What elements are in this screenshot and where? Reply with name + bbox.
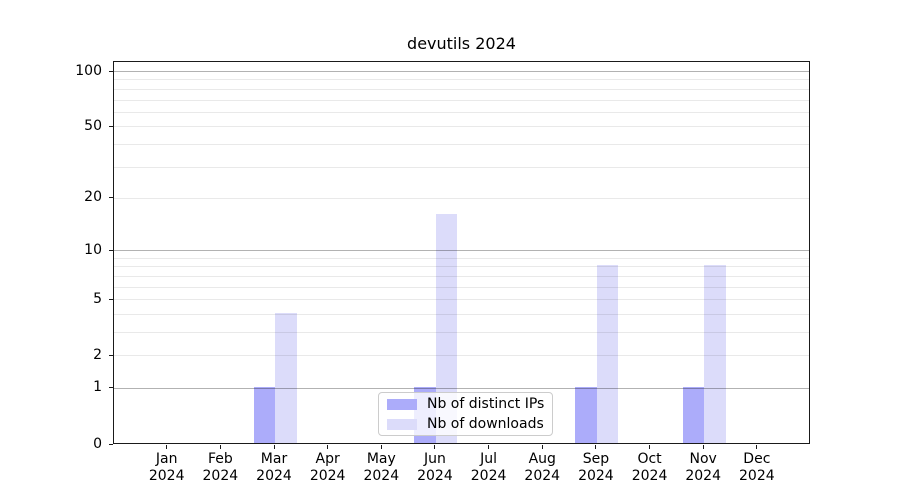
x-tick-year: 2024 [202, 468, 239, 484]
gridline-minor [114, 197, 809, 199]
x-tick-year: 2024 [739, 468, 775, 484]
y-tick-label: 20 [84, 189, 102, 206]
bar-nb-of-distinct-ips-sep [575, 387, 597, 443]
x-tick-label: Aug 2024 [507, 451, 577, 485]
x-tick-label: Sep 2024 [561, 451, 631, 485]
bar-nb-of-downloads-sep [596, 265, 619, 443]
legend-item-downloads: Nb of downloads [387, 414, 544, 434]
gridline-minor [114, 79, 809, 81]
gridline-minor [114, 99, 809, 101]
x-tick-year: 2024 [631, 468, 668, 484]
x-tick-month: Aug [528, 451, 556, 467]
legend-label-downloads: Nb of downloads [427, 416, 544, 432]
x-tick-mark [273, 445, 275, 449]
legend-swatch-downloads [387, 418, 417, 430]
x-tick-month: Apr [315, 451, 340, 467]
x-tick-mark [649, 445, 651, 449]
x-tick-month: Mar [260, 451, 288, 467]
x-tick-label: Jun 2024 [400, 451, 470, 485]
x-tick-label: Apr 2024 [293, 451, 363, 485]
x-tick-month: Nov [689, 451, 717, 467]
y-tick-mark [109, 197, 113, 199]
x-tick-label: Nov 2024 [668, 451, 738, 485]
x-tick-year: 2024 [685, 468, 721, 484]
x-tick-mark [380, 445, 382, 449]
x-tick-month: Dec [743, 451, 771, 467]
x-tick-label: May 2024 [346, 451, 416, 485]
y-tick-mark [109, 125, 113, 127]
x-tick-mark [219, 445, 221, 449]
x-tick-label: Oct 2024 [615, 451, 685, 485]
x-tick-mark [756, 445, 758, 449]
x-tick-mark [488, 445, 490, 449]
x-tick-label: Jul 2024 [454, 451, 524, 485]
x-tick-month: Oct [637, 451, 662, 467]
x-tick-label: Mar 2024 [239, 451, 309, 485]
gridline-major [114, 250, 809, 252]
y-tick-label: 5 [93, 290, 102, 307]
x-tick-year: 2024 [363, 468, 400, 484]
x-tick-label: Dec 2024 [722, 451, 792, 485]
x-tick-year: 2024 [524, 468, 561, 484]
x-tick-month: Jul [480, 451, 498, 467]
legend-label-distinct-ips: Nb of distinct IPs [427, 396, 545, 412]
y-tick-mark [109, 70, 113, 72]
x-tick-year: 2024 [578, 468, 614, 484]
y-tick-mark [109, 298, 113, 300]
x-tick-month: Sep [582, 451, 610, 467]
y-tick-label: 100 [75, 62, 102, 79]
gridline-major [114, 71, 809, 73]
x-tick-year: 2024 [470, 468, 507, 484]
gridline-minor [114, 166, 809, 168]
y-tick-mark [109, 249, 113, 251]
x-tick-month: Jun [424, 451, 446, 467]
x-tick-year: 2024 [309, 468, 346, 484]
x-tick-mark [702, 445, 704, 449]
x-tick-year: 2024 [256, 468, 292, 484]
legend-swatch-distinct-ips [387, 398, 417, 410]
x-tick-label: Jan 2024 [132, 451, 202, 485]
x-tick-mark [541, 445, 543, 449]
y-tick-label: 2 [93, 346, 102, 363]
y-tick-mark [109, 443, 113, 445]
gridline-minor [114, 126, 809, 128]
x-tick-mark [595, 445, 597, 449]
legend-item-distinct-ips: Nb of distinct IPs [387, 394, 544, 414]
gridline-minor [114, 143, 809, 145]
y-tick-label: 10 [84, 241, 102, 258]
chart-title: devutils 2024 [407, 34, 516, 53]
gridline-minor [114, 111, 809, 113]
x-tick-month: Jan [155, 451, 178, 467]
x-tick-month: May [366, 451, 396, 467]
y-tick-mark [109, 387, 113, 389]
x-tick-month: Feb [207, 451, 233, 467]
x-tick-mark [327, 445, 329, 449]
x-tick-label: Feb 2024 [185, 451, 255, 485]
x-tick-mark [166, 445, 168, 449]
y-tick-label: 0 [93, 435, 102, 452]
bar-nb-of-distinct-ips-nov [682, 387, 705, 443]
y-tick-label: 50 [84, 117, 102, 134]
legend: Nb of distinct IPs Nb of downloads [378, 392, 554, 436]
y-tick-mark [109, 354, 113, 356]
x-tick-mark [434, 445, 436, 449]
gridline-minor [114, 88, 809, 90]
bar-nb-of-distinct-ips-mar [253, 387, 275, 443]
plot-area [113, 61, 810, 444]
bar-nb-of-downloads-jun [435, 214, 458, 443]
bar-nb-of-downloads-nov [704, 265, 726, 443]
x-tick-year: 2024 [417, 468, 453, 484]
gridline-minor [114, 257, 809, 259]
x-tick-year: 2024 [148, 468, 185, 484]
bar-nb-of-downloads-mar [275, 312, 297, 443]
y-tick-label: 1 [93, 379, 102, 396]
